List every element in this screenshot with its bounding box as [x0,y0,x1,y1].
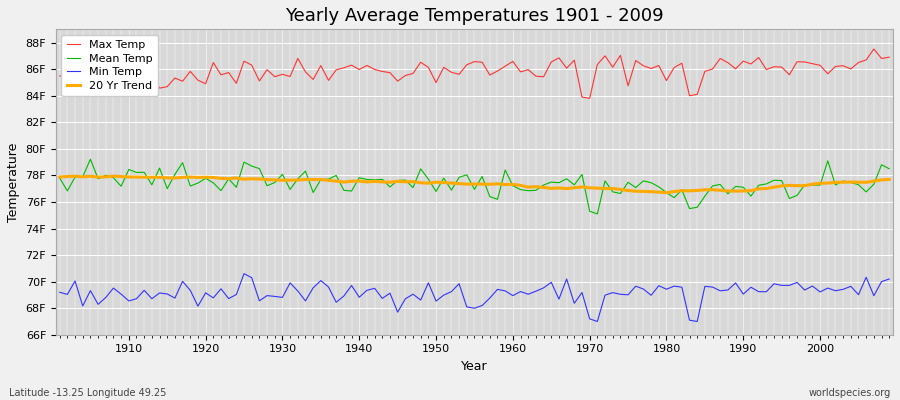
Max Temp [608,65,618,70]
Title: Yearly Average Temperatures 1901 - 2009: Yearly Average Temperatures 1901 - 2009 [285,7,664,25]
Min Temp [884,276,895,281]
Line: Max Temp: Max Temp [59,49,889,98]
20 Yr Trend [662,190,672,195]
Min Temp [615,292,626,297]
Mean Temp [123,167,134,172]
Max Temp [884,55,895,60]
Text: Latitude -13.25 Longitude 49.25: Latitude -13.25 Longitude 49.25 [9,388,166,398]
Min Temp [338,294,349,298]
Max Temp [508,59,518,64]
20 Yr Trend [508,182,518,187]
Min Temp [54,290,65,295]
Min Temp [292,288,303,293]
20 Yr Trend [108,174,119,178]
Mean Temp [508,183,518,188]
Mean Temp [85,157,95,162]
20 Yr Trend [54,174,65,179]
Line: Min Temp: Min Temp [59,274,889,322]
20 Yr Trend [515,183,526,188]
Max Temp [584,96,595,101]
Min Temp [238,271,249,276]
Mean Temp [292,176,303,181]
Mean Temp [884,166,895,171]
Legend: Max Temp, Mean Temp, Min Temp, 20 Yr Trend: Max Temp, Mean Temp, Min Temp, 20 Yr Tre… [61,35,158,96]
Mean Temp [615,191,626,196]
Min Temp [508,293,518,298]
Mean Temp [515,187,526,192]
Mean Temp [338,188,349,193]
Min Temp [515,289,526,294]
20 Yr Trend [338,180,349,184]
Max Temp [868,46,879,51]
20 Yr Trend [884,177,895,182]
20 Yr Trend [608,186,618,191]
Line: Mean Temp: Mean Temp [59,159,889,214]
Max Temp [116,76,127,81]
X-axis label: Year: Year [461,360,488,373]
Y-axis label: Temperature: Temperature [7,142,20,222]
Text: worldspecies.org: worldspecies.org [809,388,891,398]
Max Temp [331,68,342,72]
Min Temp [592,319,603,324]
Line: 20 Yr Trend: 20 Yr Trend [59,176,889,193]
Min Temp [116,292,127,296]
20 Yr Trend [123,174,134,179]
Mean Temp [592,212,603,216]
Max Temp [54,73,65,78]
Max Temp [284,74,295,79]
Mean Temp [54,176,65,180]
Max Temp [500,64,510,69]
20 Yr Trend [292,178,303,182]
